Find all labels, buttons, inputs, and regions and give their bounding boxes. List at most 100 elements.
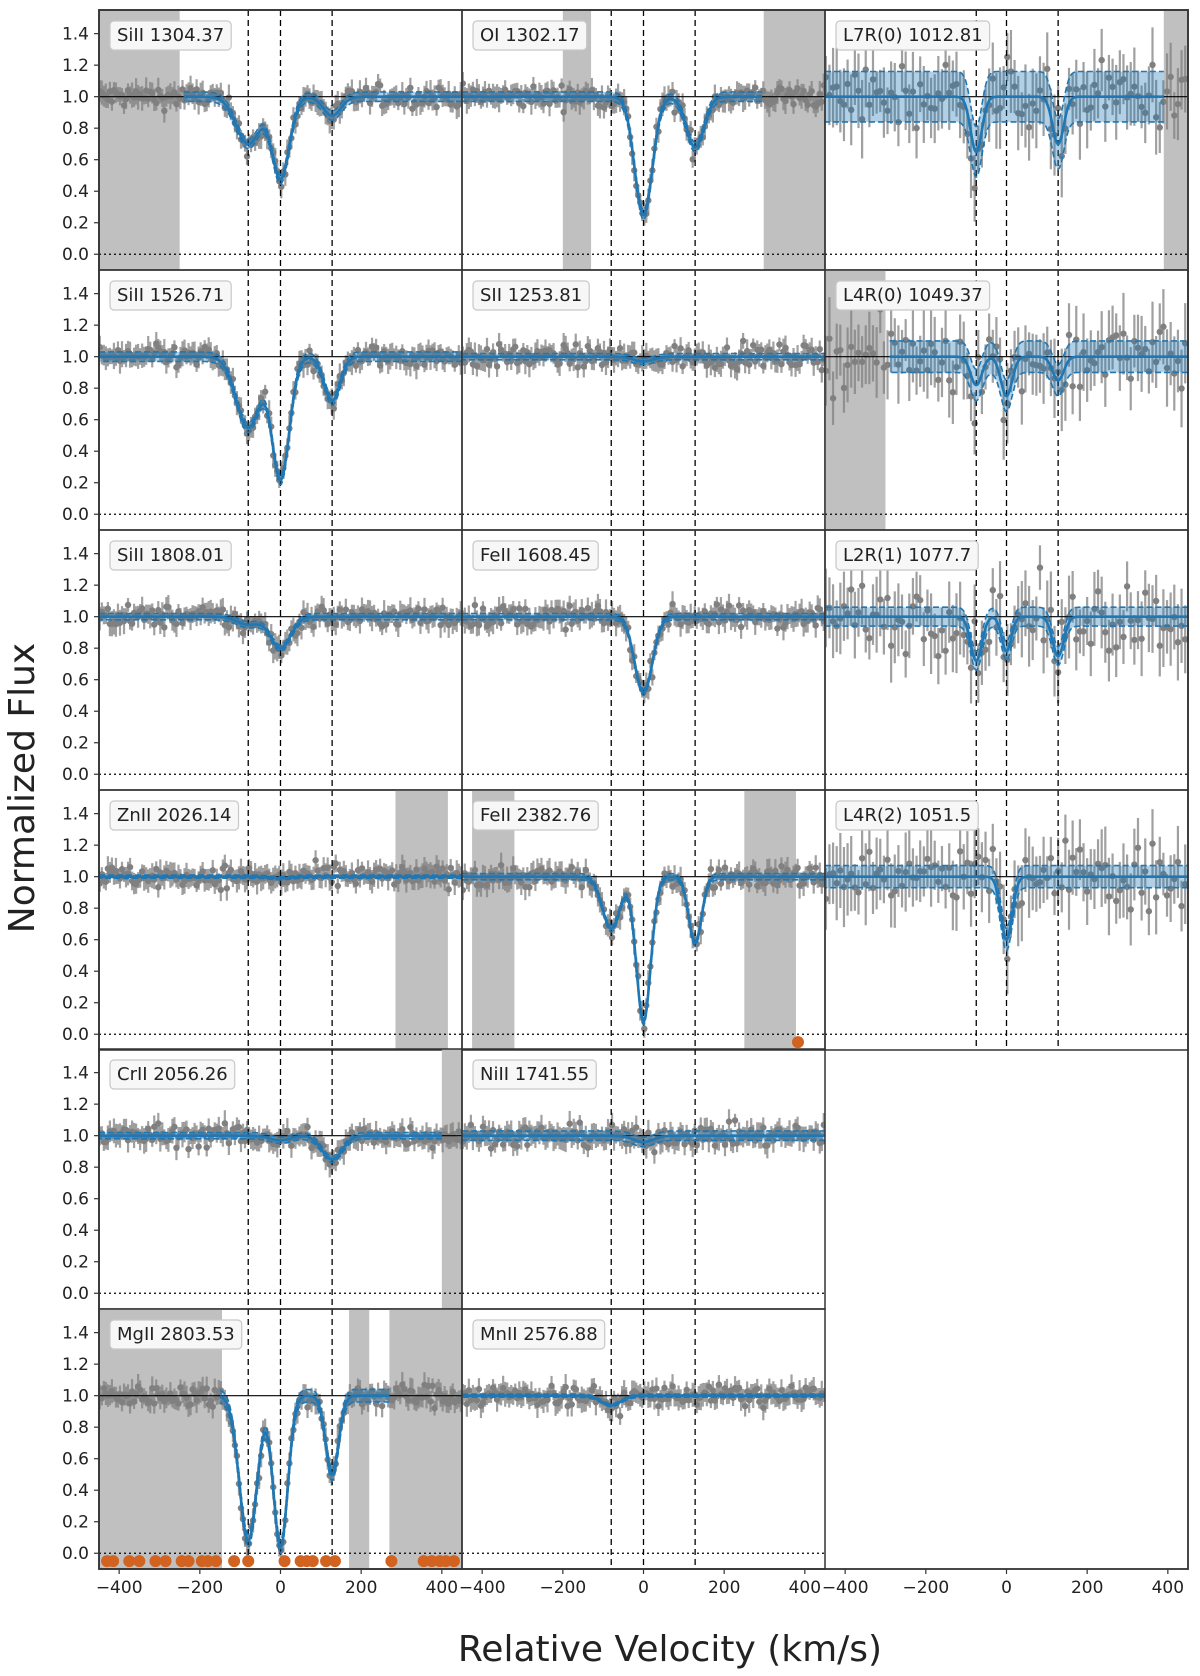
- data-point: [431, 878, 438, 885]
- data-point: [931, 349, 938, 356]
- transition-label: L2R(1) 1077.7: [843, 545, 971, 566]
- y-tick-label: 1.4: [62, 805, 89, 825]
- data-point: [520, 102, 527, 110]
- data-point: [877, 596, 884, 603]
- data-point: [913, 124, 920, 132]
- data-point: [1105, 647, 1113, 654]
- data-point: [298, 624, 305, 631]
- data-point: [1120, 877, 1127, 884]
- data-point: [1073, 636, 1080, 643]
- data-point: [1127, 617, 1134, 624]
- data-point: [1152, 358, 1160, 366]
- spectrum-panel: [825, 10, 1188, 270]
- data-point: [745, 881, 753, 888]
- data-point: [471, 866, 479, 874]
- data-point: [967, 664, 975, 671]
- y-tick-label: 0.8: [62, 379, 89, 399]
- masked-region: [1163, 10, 1188, 270]
- spectrum-panel: [462, 530, 825, 790]
- data-point: [953, 363, 960, 371]
- data-point: [920, 868, 928, 875]
- data-point: [205, 1125, 212, 1132]
- data-point: [1178, 902, 1185, 910]
- data-point: [1007, 367, 1015, 374]
- data-point: [171, 1123, 178, 1131]
- y-tick-label: 0.6: [62, 671, 89, 691]
- spectrum-panel: [462, 270, 825, 530]
- model-uncertainty-band: [825, 71, 1164, 177]
- data-point: [898, 62, 906, 70]
- y-tick-label: 0.8: [62, 119, 89, 139]
- data-point: [1167, 73, 1174, 81]
- data-point: [173, 620, 180, 628]
- data-point: [1040, 637, 1047, 644]
- data-point: [574, 364, 581, 371]
- data-point: [982, 856, 989, 864]
- data-point: [808, 88, 815, 95]
- data-point: [1065, 331, 1073, 339]
- data-point: [1004, 53, 1011, 61]
- data-point: [1127, 906, 1134, 913]
- data-point: [715, 866, 723, 874]
- data-point: [401, 100, 408, 108]
- data-point: [1062, 837, 1069, 844]
- data-point: [743, 347, 751, 355]
- data-point: [735, 602, 743, 609]
- data-point: [829, 618, 837, 625]
- y-tick-label: 1.2: [62, 836, 89, 856]
- data-point: [902, 650, 909, 658]
- model-upper-bound: [889, 340, 1188, 382]
- data-point: [572, 341, 579, 348]
- data-point: [1152, 114, 1160, 121]
- data-point: [462, 886, 467, 894]
- data-point: [1047, 606, 1055, 614]
- data-point: [439, 604, 446, 611]
- data-point: [304, 1123, 311, 1131]
- data-point: [457, 90, 462, 97]
- data-point: [225, 94, 233, 101]
- data-point: [818, 366, 825, 374]
- data-point: [219, 606, 227, 613]
- transition-label-box: [835, 20, 991, 51]
- data-point: [851, 884, 859, 891]
- data-point: [497, 620, 505, 627]
- transition-label: ZnII 2026.14: [117, 805, 232, 826]
- model-upper-bound: [462, 91, 763, 212]
- data-point: [126, 863, 134, 871]
- data-point: [1163, 892, 1171, 899]
- data-point: [739, 337, 747, 345]
- data-point: [1156, 124, 1163, 131]
- data-point: [935, 376, 942, 384]
- y-tick-label: 0.6: [62, 151, 89, 171]
- data-point: [794, 85, 801, 92]
- transition-label-box: [835, 800, 979, 831]
- data-point: [760, 1124, 767, 1131]
- data-point: [887, 642, 895, 649]
- data-point: [713, 601, 721, 608]
- data-point: [1109, 83, 1116, 91]
- data-point: [183, 1126, 190, 1133]
- data-point: [884, 361, 891, 369]
- data-point: [858, 855, 866, 862]
- transition-label-box: [109, 280, 232, 311]
- data-point: [1181, 636, 1188, 643]
- data-point: [1022, 600, 1029, 607]
- data-point: [1152, 597, 1160, 605]
- y-tick-label: 0.2: [62, 734, 89, 754]
- data-point: [294, 629, 301, 637]
- data-point: [938, 359, 946, 366]
- data-point: [938, 865, 946, 872]
- data-point: [909, 340, 917, 347]
- y-tick-label: 1.4: [62, 285, 89, 305]
- data-point: [1174, 100, 1182, 108]
- data-point: [1123, 883, 1131, 891]
- data-point: [1073, 868, 1080, 876]
- data-point: [203, 1385, 210, 1392]
- data-point: [195, 1143, 202, 1150]
- data-point: [1080, 869, 1087, 876]
- data-point: [1025, 124, 1033, 131]
- data-point: [985, 887, 993, 895]
- y-tick-label: 0.4: [62, 442, 89, 462]
- data-point: [1094, 348, 1102, 356]
- data-point: [964, 859, 971, 866]
